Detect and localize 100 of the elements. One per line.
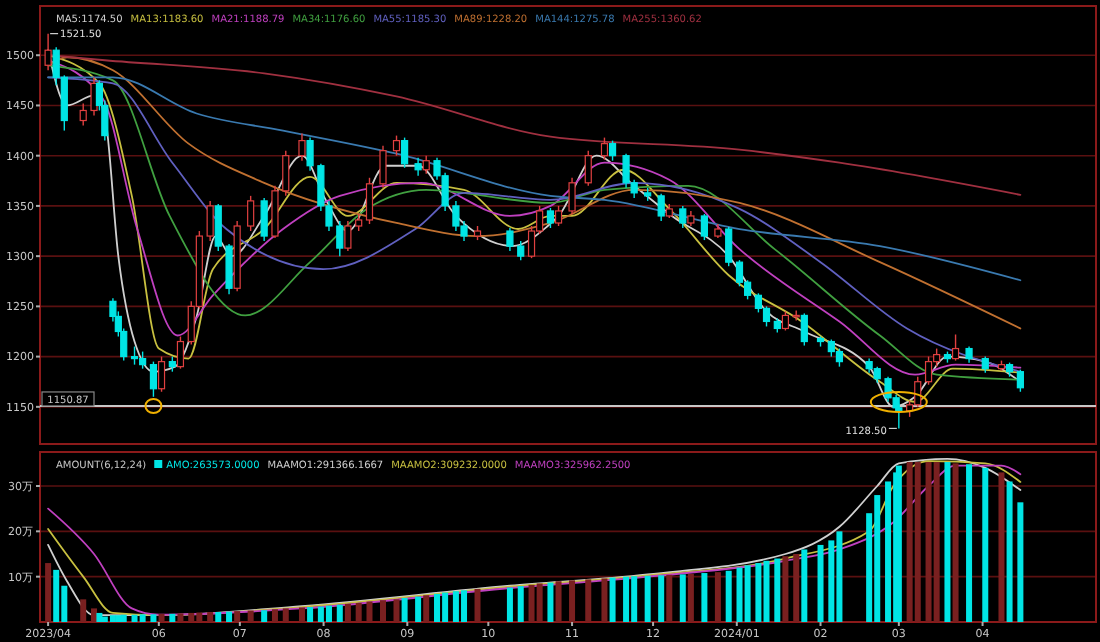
bar bbox=[261, 610, 268, 622]
bar bbox=[247, 610, 254, 622]
bar bbox=[609, 577, 616, 622]
bar bbox=[782, 556, 789, 622]
bar bbox=[687, 573, 694, 622]
candlestick bbox=[600, 136, 609, 161]
candlestick bbox=[554, 205, 563, 227]
bar bbox=[169, 613, 176, 622]
bar bbox=[925, 461, 932, 622]
bar bbox=[325, 605, 332, 622]
bar bbox=[701, 573, 708, 622]
bar bbox=[393, 599, 400, 622]
bar bbox=[801, 549, 808, 622]
candlestick bbox=[700, 213, 708, 241]
candlestick bbox=[379, 144, 387, 189]
bar bbox=[366, 601, 373, 622]
candlestick bbox=[781, 310, 790, 332]
bar bbox=[120, 614, 127, 622]
bar bbox=[336, 604, 343, 622]
bar bbox=[982, 467, 989, 622]
bar bbox=[874, 495, 881, 622]
candlestick bbox=[365, 177, 374, 225]
bar bbox=[569, 580, 576, 622]
bar bbox=[793, 554, 800, 622]
bar bbox=[344, 603, 351, 622]
candlestick bbox=[657, 193, 665, 222]
bar bbox=[952, 463, 959, 622]
bar bbox=[536, 583, 543, 622]
bar bbox=[96, 612, 103, 622]
candlestick bbox=[130, 345, 139, 366]
bar bbox=[355, 602, 362, 622]
bar bbox=[131, 614, 138, 622]
bar bbox=[679, 574, 686, 622]
candlestick bbox=[157, 355, 166, 393]
candlestick bbox=[176, 335, 185, 370]
bar bbox=[215, 612, 222, 622]
bar bbox=[234, 611, 241, 622]
bar bbox=[45, 563, 52, 622]
bar bbox=[836, 531, 843, 622]
bar bbox=[434, 593, 441, 622]
candlestick bbox=[924, 355, 933, 386]
bar bbox=[755, 563, 762, 622]
bar bbox=[317, 606, 324, 622]
bar bbox=[282, 608, 289, 622]
bar bbox=[725, 570, 732, 622]
bar bbox=[601, 578, 608, 622]
bar bbox=[452, 591, 459, 622]
bar bbox=[658, 575, 665, 622]
bar bbox=[714, 572, 721, 622]
candlestick bbox=[260, 197, 268, 242]
bar bbox=[53, 569, 60, 622]
bar bbox=[763, 560, 770, 622]
bar bbox=[906, 461, 913, 622]
bar bbox=[80, 599, 87, 622]
bar bbox=[517, 586, 524, 622]
candlestick bbox=[149, 360, 158, 398]
candlestick bbox=[401, 136, 409, 169]
bar bbox=[139, 614, 146, 622]
bar bbox=[966, 464, 973, 622]
bar bbox=[555, 581, 562, 622]
candlestick bbox=[679, 205, 687, 229]
candlestick bbox=[546, 207, 555, 229]
bar bbox=[158, 613, 165, 622]
bar bbox=[914, 461, 921, 622]
candlestick bbox=[951, 333, 960, 362]
candlestick bbox=[754, 292, 762, 314]
candlestick bbox=[422, 154, 430, 175]
candlestick bbox=[298, 132, 306, 162]
bar bbox=[474, 588, 481, 622]
bar bbox=[271, 609, 278, 622]
bar bbox=[188, 612, 195, 622]
bar bbox=[207, 612, 214, 622]
bar bbox=[415, 596, 422, 622]
bar bbox=[585, 579, 592, 622]
candlestick bbox=[1016, 368, 1024, 393]
bar bbox=[644, 575, 651, 622]
candlestick bbox=[608, 139, 617, 162]
bar bbox=[623, 576, 630, 622]
bar bbox=[115, 615, 122, 622]
candlestick bbox=[584, 149, 592, 187]
bar bbox=[298, 607, 305, 622]
bar bbox=[150, 614, 157, 622]
bar bbox=[547, 582, 554, 622]
bar bbox=[196, 612, 203, 622]
bar bbox=[666, 574, 673, 622]
bar bbox=[631, 576, 638, 622]
bar bbox=[461, 590, 468, 622]
bar bbox=[506, 587, 513, 622]
bar bbox=[91, 608, 98, 622]
bar bbox=[998, 472, 1005, 622]
bar bbox=[528, 584, 535, 622]
bar bbox=[380, 600, 386, 622]
bar bbox=[101, 616, 108, 622]
candlestick bbox=[247, 195, 255, 232]
bar bbox=[817, 544, 824, 622]
bar bbox=[442, 592, 449, 622]
bar bbox=[744, 565, 751, 622]
candlestick bbox=[414, 156, 422, 177]
candlestick bbox=[725, 226, 733, 267]
bar bbox=[177, 613, 184, 622]
